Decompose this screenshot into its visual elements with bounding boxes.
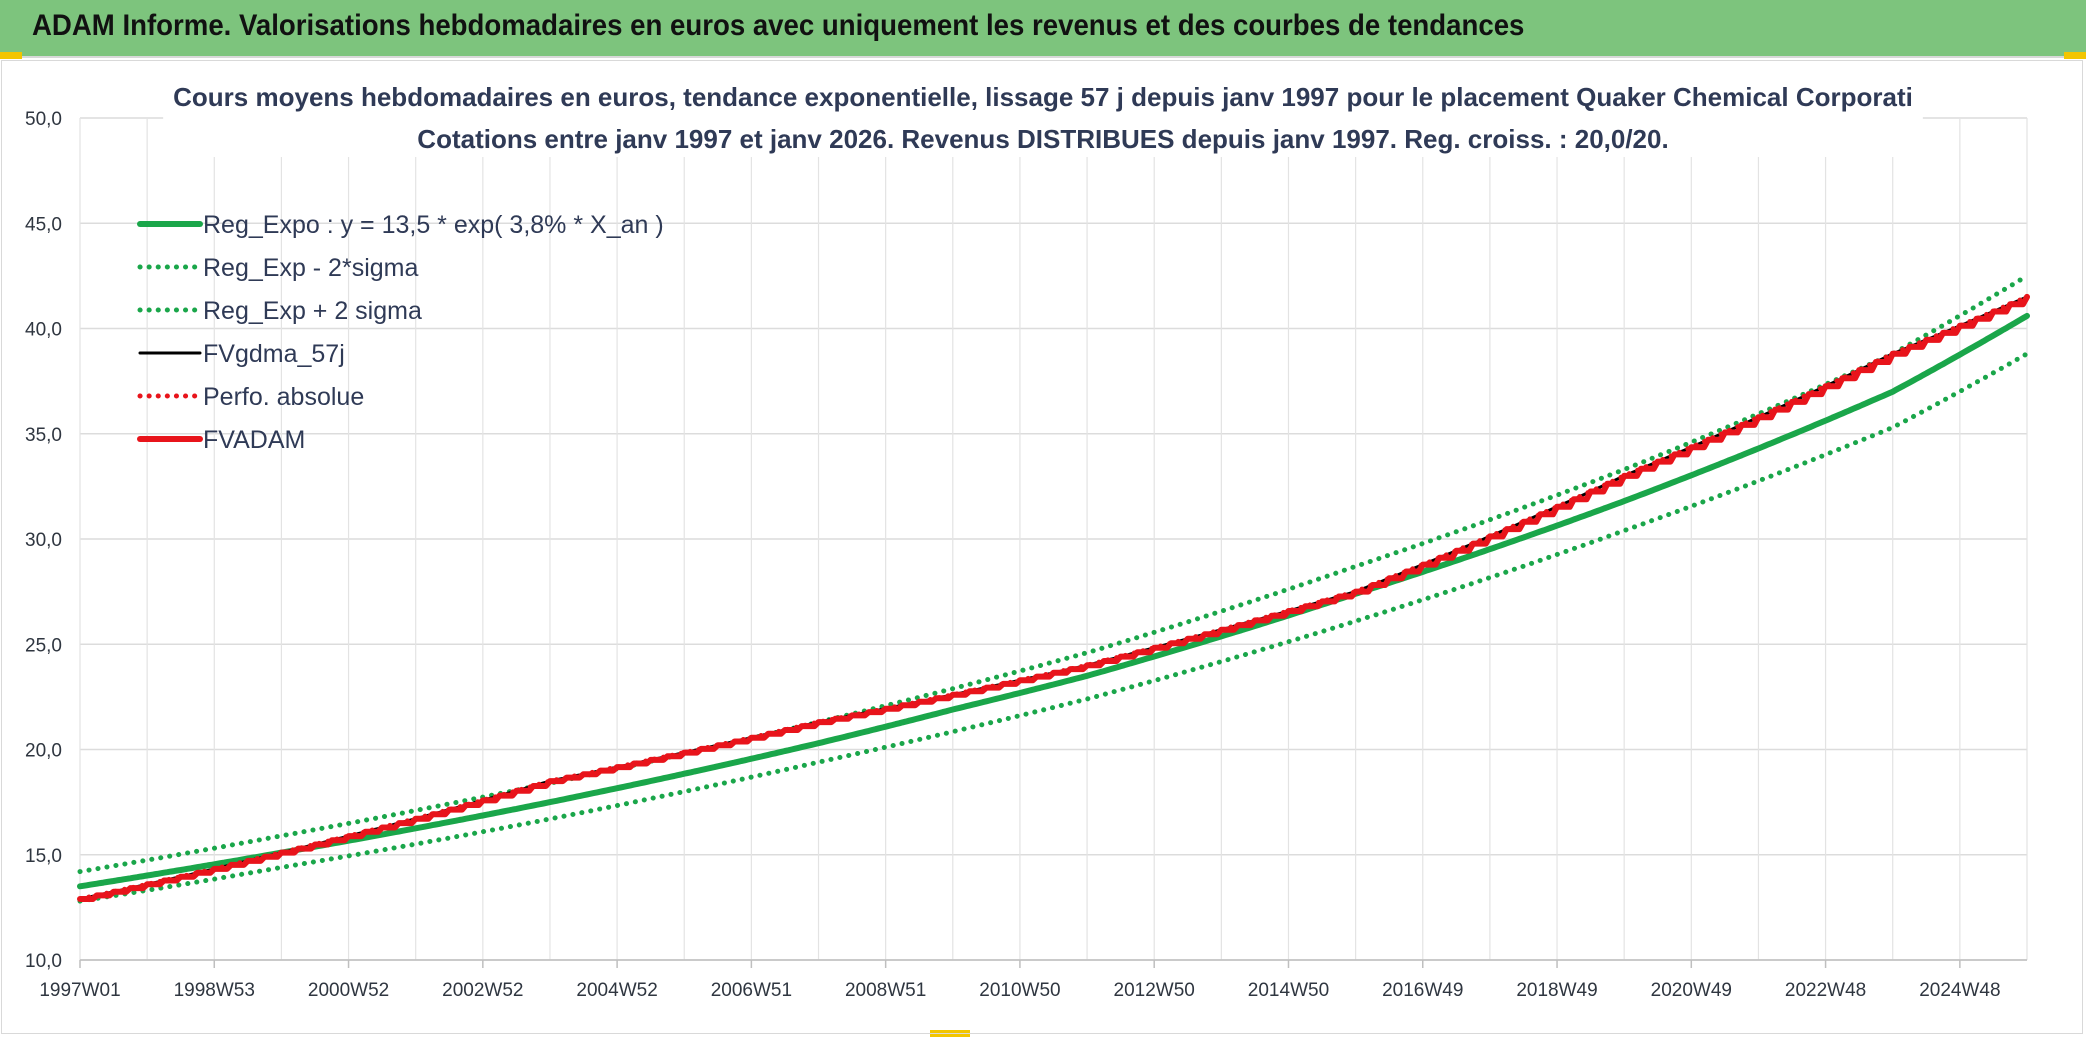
series-line-perfo-absolue: [77, 294, 2030, 902]
x-tick-label: 2014W50: [1248, 980, 1329, 1001]
y-tick-label: 40,0: [25, 320, 62, 341]
x-tick-label: 2020W49: [1651, 980, 1732, 1001]
x-tick-label: 2010W50: [979, 980, 1060, 1001]
x-tick-label: 1998W53: [174, 980, 255, 1001]
grid-lines: [79, 117, 2028, 961]
series-line-fvadam: [77, 293, 2030, 902]
legend-label: Reg_Expo : y = 13,5 * exp( 3,8% * X_an ): [203, 211, 664, 239]
x-tick-label: 2002W52: [442, 980, 523, 1001]
x-tick-label: 2018W49: [1516, 980, 1597, 1001]
legend-label: Reg_Exp + 2 sigma: [203, 297, 422, 325]
corner-marker-top-right: [2064, 52, 2086, 59]
series-line-reg-exp-2-sigma: [77, 273, 2030, 875]
series-lines: [77, 273, 2030, 904]
x-tick-label: 2012W50: [1114, 980, 1195, 1001]
y-tick-label: 50,0: [25, 109, 62, 130]
y-tick-label: 15,0: [25, 846, 62, 867]
x-tick-label: 2022W48: [1785, 980, 1866, 1001]
series-line-fvgdma-57j: [78, 295, 2029, 901]
x-tick-label: 2004W52: [576, 980, 657, 1001]
y-tick-label: 20,0: [25, 741, 62, 762]
report-banner: ADAM Informe. Valorisations hebdomadaire…: [0, 0, 2086, 58]
legend-label: FVgdma_57j: [203, 340, 345, 368]
legend-label: Reg_Exp - 2*sigma: [203, 254, 418, 282]
chart-title-line-1: Cours moyens hebdomadaires en euros, ten…: [173, 82, 1913, 112]
x-tick-label: 2024W48: [1919, 980, 2000, 1001]
x-tick-label: 1997W01: [39, 980, 120, 1001]
y-tick-label: 30,0: [25, 530, 62, 551]
chart-title-line-2: Cotations entre janv 1997 et janv 2026. …: [417, 124, 1668, 154]
y-tick-label: 35,0: [25, 425, 62, 446]
series-line-reg-exp-2-sigma: [77, 351, 2030, 904]
x-tick-label: 2000W52: [308, 980, 389, 1001]
y-tick-label: 10,0: [25, 951, 62, 972]
corner-marker-top-left: [0, 52, 22, 59]
axes: 10,0 15,0 20,0 25,0 30,0 35,0 40,0 45,0 50,0 1997…: [25, 109, 2027, 1001]
y-tick-label: 45,0: [25, 214, 62, 235]
legend-label: Perfo. absolue: [203, 383, 364, 411]
chart-legend: Reg_Expo : y = 13,5 * exp( 3,8% * X_an )…: [137, 211, 664, 454]
y-tick-label: 25,0: [25, 635, 62, 656]
series-line-reg-expo-y-13-5-exp-3-8-x-an: [77, 312, 2030, 890]
chart-area: 10,0 15,0 20,0 25,0 30,0 35,0 40,0 45,0 50,0 1997…: [1, 60, 2083, 1034]
x-tick-label: 2006W51: [711, 980, 792, 1001]
report-title: ADAM Informe. Valorisations hebdomadaire…: [32, 9, 1525, 42]
line-chart: 10,0 15,0 20,0 25,0 30,0 35,0 40,0 45,0 50,0 1997…: [25, 77, 2030, 1001]
x-tick-label: 2016W49: [1382, 980, 1463, 1001]
x-tick-label: 2008W51: [845, 980, 926, 1001]
chart-title: Cours moyens hebdomadaires en euros, ten…: [163, 77, 1923, 157]
legend-label: FVADAM: [203, 426, 305, 454]
